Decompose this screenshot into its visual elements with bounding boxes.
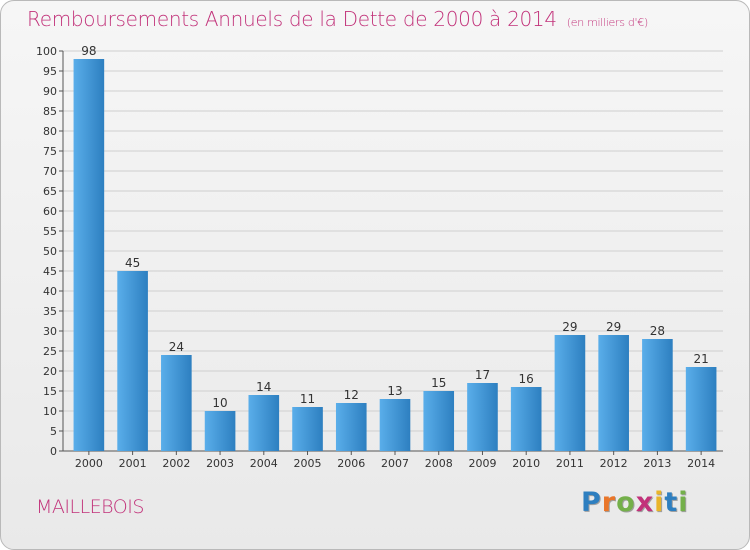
logo-letter: t — [664, 487, 679, 518]
logo-letter: o — [616, 487, 636, 518]
data-label: 24 — [169, 340, 184, 354]
y-tick-label: 85 — [43, 105, 57, 118]
bar — [510, 387, 542, 451]
y-tick-label: 45 — [43, 265, 57, 278]
x-tick-label: 2004 — [250, 457, 278, 470]
y-tick-label: 55 — [43, 225, 57, 238]
bar — [204, 411, 236, 451]
bar — [685, 367, 717, 451]
x-tick-label: 2007 — [381, 457, 409, 470]
bar — [554, 335, 586, 451]
y-tick-label: 80 — [43, 125, 57, 138]
data-labels: 98 45 24 10 14 11 12 13 15 17 16 29 29 28 21 — [81, 44, 709, 410]
bar — [335, 403, 367, 451]
y-tick-label: 70 — [43, 165, 57, 178]
bar — [161, 355, 192, 451]
y-tick-label: 65 — [43, 185, 57, 198]
data-label: 29 — [562, 320, 577, 334]
data-label: 14 — [256, 380, 271, 394]
y-tick-label: 75 — [43, 145, 57, 158]
x-tick-label: 2002 — [162, 457, 190, 470]
x-tick-label: 2003 — [206, 457, 234, 470]
x-tick-label: 2010 — [512, 457, 540, 470]
bars — [73, 59, 717, 451]
logo-letter: i — [654, 487, 665, 518]
logo-letter: r — [601, 487, 617, 518]
y-tick-label: 40 — [43, 285, 57, 298]
y-tick-label: 30 — [43, 325, 57, 338]
bar — [423, 391, 455, 451]
x-tick-label: 2013 — [643, 457, 671, 470]
data-label: 29 — [606, 320, 621, 334]
data-label: 13 — [387, 384, 402, 398]
data-label: 12 — [344, 388, 359, 402]
data-label: 16 — [519, 372, 534, 386]
data-label: 11 — [300, 392, 315, 406]
y-tick-label: 60 — [43, 205, 57, 218]
x-tick-label: 2001 — [119, 457, 147, 470]
y-tick-label: 25 — [43, 345, 57, 358]
x-tick-label: 2011 — [556, 457, 584, 470]
x-tick-label: 2000 — [75, 457, 103, 470]
logo-letter: i — [678, 487, 689, 518]
y-tick-label: 50 — [43, 245, 57, 258]
y-tick-label: 90 — [43, 85, 57, 98]
x-tick-label: 2005 — [294, 457, 322, 470]
bar — [73, 59, 105, 451]
data-label: 45 — [125, 256, 140, 270]
data-label: 98 — [81, 44, 96, 58]
bar — [467, 383, 498, 451]
chart-title-text: Remboursements Annuels de la Dette de 20… — [27, 7, 557, 31]
data-label: 10 — [212, 396, 227, 410]
x-tick-label: 2012 — [600, 457, 628, 470]
bar — [292, 407, 323, 451]
x-tick-label: 2008 — [425, 457, 453, 470]
data-label: 15 — [431, 376, 446, 390]
axes: 0 5 10 15 20 25 30 35 40 45 50 55 60 65 70 75 80 85 90 95 10… — [36, 45, 723, 470]
data-label: 28 — [650, 324, 665, 338]
y-tick-label: 35 — [43, 305, 57, 318]
data-label: 21 — [693, 352, 708, 366]
bar — [598, 335, 629, 451]
y-tick-label: 15 — [43, 385, 57, 398]
y-tick-label: 95 — [43, 65, 57, 78]
data-label: 17 — [475, 368, 490, 382]
x-tick-label: 2009 — [468, 457, 496, 470]
chart-subtitle: (en milliers d'€) — [566, 16, 648, 29]
proxiti-logo: Proxiti — [581, 487, 689, 527]
y-tick-label: 0 — [50, 445, 57, 458]
y-tick-label: 20 — [43, 365, 57, 378]
y-tick-label: 5 — [50, 425, 57, 438]
bar — [379, 399, 411, 451]
y-tick-label: 100 — [36, 45, 57, 58]
bar — [642, 339, 673, 451]
bar — [117, 271, 148, 451]
x-tick-label: 2014 — [687, 457, 715, 470]
logo-letter: x — [635, 487, 655, 518]
chart-title: Remboursements Annuels de la Dette de 20… — [27, 7, 648, 31]
x-tick-label: 2006 — [337, 457, 365, 470]
logo-letter: P — [581, 487, 602, 518]
commune-name: MAILLEBOIS — [36, 496, 144, 518]
bar — [248, 395, 280, 451]
y-tick-label: 10 — [43, 405, 57, 418]
